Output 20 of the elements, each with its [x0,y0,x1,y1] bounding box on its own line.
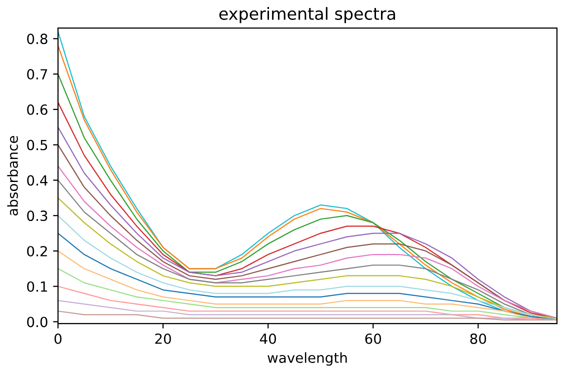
y-tick-label: 0.2 [27,246,47,256]
y-tick-label: 0.6 [27,104,48,115]
x-tick-label: 0 [54,333,62,344]
x-tick-label: 20 [155,333,171,344]
chart-title: experimental spectra [219,7,396,24]
y-tick-label: 0.7 [27,69,48,80]
y-tick-label: 0.8 [27,34,48,44]
y-tick-label: 0.4 [27,175,48,186]
y-tick-label: 0.1 [27,281,48,292]
line-series [58,310,557,321]
x-tick-label: 80 [470,333,486,344]
y-tick-label: 0.0 [27,316,48,328]
x-tick-label: 40 [260,333,276,344]
x-axis-title: wavelength [268,352,347,366]
y-tick-label: 0.5 [27,140,48,150]
line-series [58,286,557,321]
x-tick-label: 60 [365,333,382,344]
y-tick-label: 0.3 [27,210,48,222]
line-series [58,232,557,321]
y-axis-title: absorbance [7,136,18,216]
